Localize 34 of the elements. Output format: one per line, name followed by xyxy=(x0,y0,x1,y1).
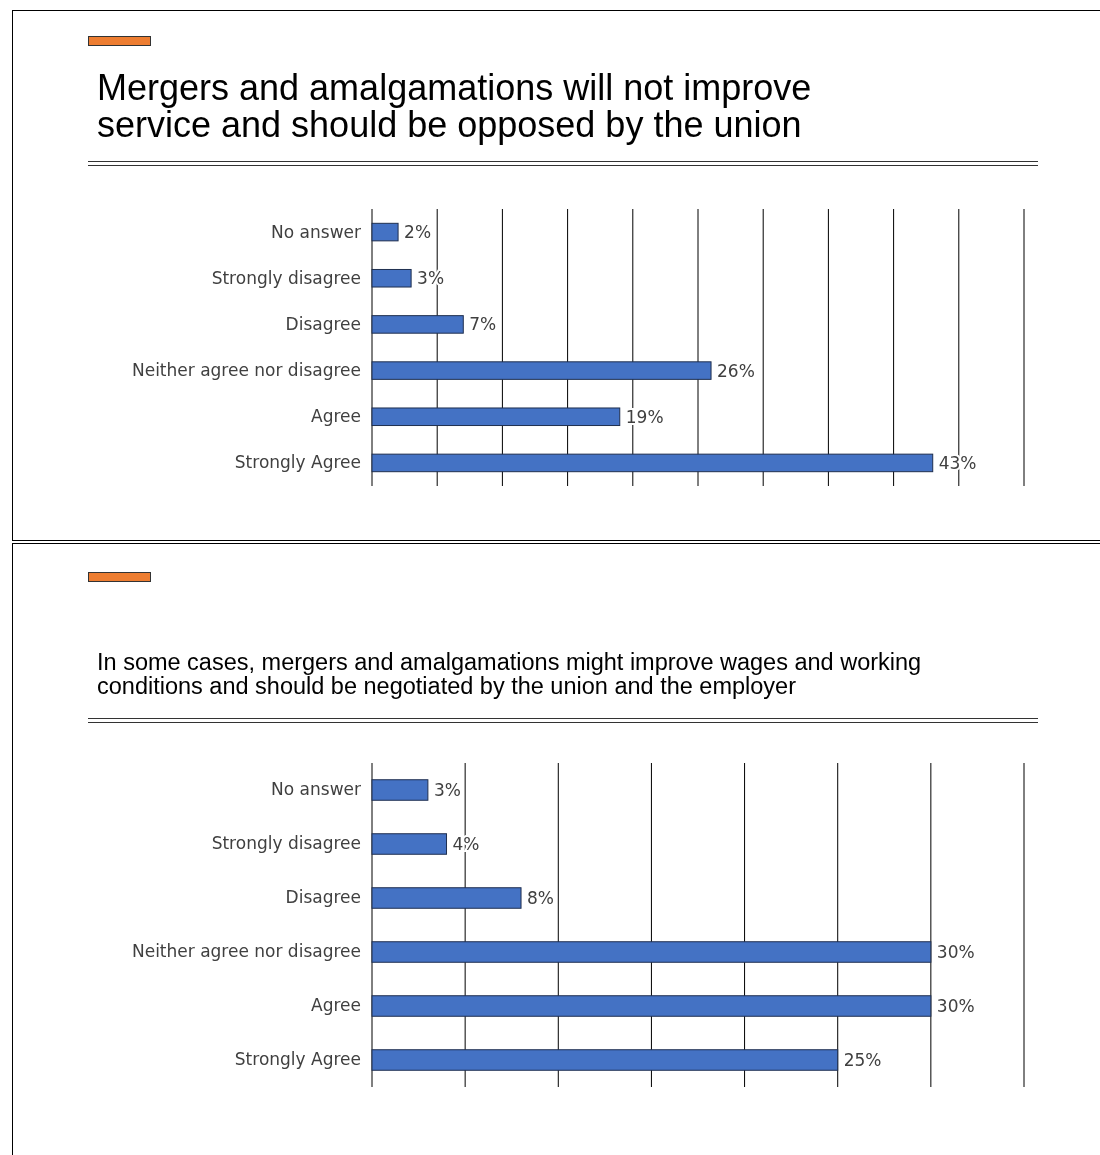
y-tick-label: No answer xyxy=(271,221,361,242)
bar xyxy=(371,941,932,963)
y-tick-label: Strongly disagree xyxy=(211,267,361,288)
data-label: 2% xyxy=(404,222,432,243)
bar xyxy=(371,268,412,288)
bar xyxy=(371,222,399,242)
chart-title: In some cases, mergers and amalgamations might improve wages and working conditions and should be negotiated by the union and the employer xyxy=(97,649,923,700)
y-tick-label: Strongly Agree xyxy=(234,452,361,473)
y-tick-label: Neither agree nor disagree xyxy=(131,360,361,381)
y-tick-label: Neither agree nor disagree xyxy=(131,941,361,962)
bar xyxy=(371,407,621,427)
data-label: 3% xyxy=(433,779,461,800)
bar xyxy=(371,315,464,334)
y-tick-label: No answer xyxy=(271,779,361,800)
bar xyxy=(371,833,448,855)
y-tick-label: Strongly disagree xyxy=(211,833,361,854)
data-label: 30% xyxy=(936,995,975,1016)
bar xyxy=(371,1049,839,1071)
data-label: 26% xyxy=(717,360,755,381)
y-tick-label: Disagree xyxy=(285,313,361,334)
y-tick-label: Agree xyxy=(311,406,361,427)
y-tick-label: Strongly Agree xyxy=(234,1049,361,1070)
bar xyxy=(371,887,522,909)
bar xyxy=(371,361,712,380)
bar xyxy=(371,779,429,801)
bar xyxy=(371,453,934,473)
data-label: 25% xyxy=(843,1049,882,1070)
y-tick-label: Agree xyxy=(311,995,361,1016)
chart-title: Mergers and amalgamations will not improve service and should be opposed by the union xyxy=(97,67,813,146)
data-label: 8% xyxy=(527,887,555,908)
y-tick-label: Disagree xyxy=(285,887,361,908)
bar xyxy=(371,995,932,1017)
data-label: 30% xyxy=(936,941,975,962)
data-label: 7% xyxy=(469,314,497,335)
